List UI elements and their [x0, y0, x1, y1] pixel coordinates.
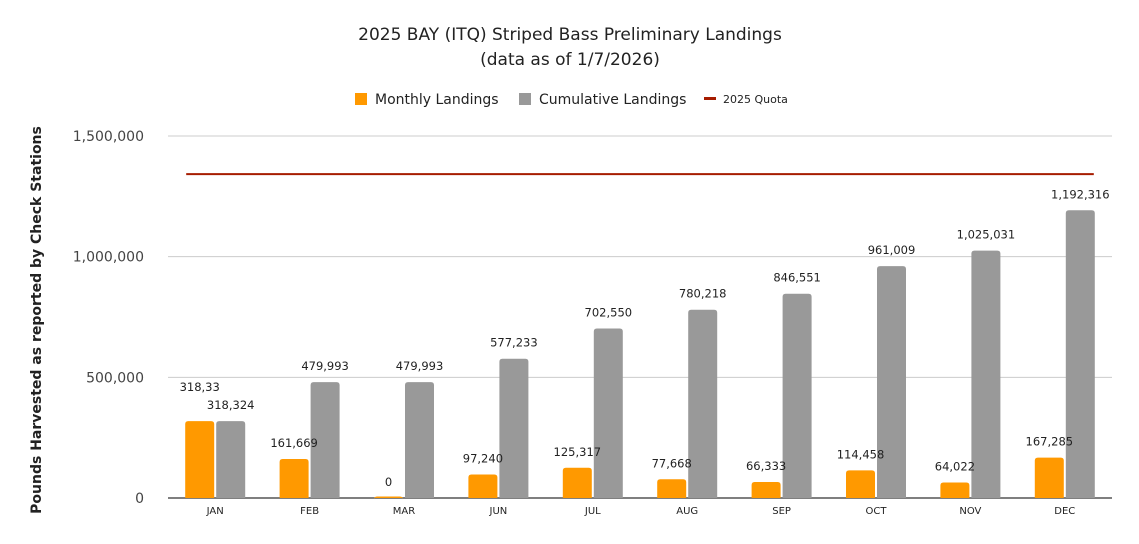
bar-monthly: [751, 481, 781, 498]
data-label-monthly: 318,33: [180, 380, 220, 394]
legend-swatch-cumulative: [519, 93, 531, 105]
data-label-monthly: 64,022: [935, 460, 975, 474]
y-tick-label: 1,000,000: [73, 250, 144, 266]
data-label-monthly: 125,317: [554, 445, 602, 459]
data-label-cumulative: 479,993: [396, 359, 444, 373]
bar-monthly: [1034, 457, 1064, 498]
bar-cumulative: [782, 293, 812, 498]
data-label-cumulative: 961,009: [868, 243, 916, 257]
data-label-monthly: 97,240: [463, 452, 503, 466]
bar-cumulative: [499, 358, 529, 498]
chart-subtitle: (data as of 1/7/2026): [480, 50, 660, 70]
data-label-cumulative: 1,025,031: [957, 228, 1016, 242]
legend-label-quota: 2025 Quota: [723, 93, 788, 106]
legend-swatch-monthly: [355, 93, 367, 105]
x-tick-label: FEB: [300, 506, 319, 517]
x-tick-label: MAR: [393, 506, 415, 517]
bar-cumulative: [405, 382, 434, 498]
bar-cumulative: [877, 266, 906, 498]
legend-label-cumulative: Cumulative Landings: [539, 92, 686, 108]
data-label-cumulative: 1,192,316: [1051, 187, 1110, 201]
x-tick-label: JAN: [206, 506, 224, 517]
x-tick-label: SEP: [772, 506, 791, 517]
x-tick-label: DEC: [1054, 506, 1075, 517]
x-tick-label: OCT: [866, 506, 888, 517]
bar-cumulative: [310, 382, 340, 498]
y-tick-label: 0: [135, 491, 144, 507]
data-label-cumulative: 780,218: [679, 287, 727, 301]
x-tick-label: JUN: [489, 506, 508, 517]
bar-monthly: [940, 482, 970, 498]
data-label-cumulative: 702,550: [585, 305, 633, 319]
y-tick-label: 1,500,000: [73, 129, 144, 145]
bar-monthly: [846, 470, 875, 498]
bar-monthly: [279, 458, 309, 498]
bar-monthly: [185, 421, 215, 498]
bar-monthly: [562, 467, 592, 498]
data-label-monthly: 114,458: [837, 447, 885, 461]
legend-label-monthly: Monthly Landings: [375, 92, 499, 108]
bar-cumulative: [593, 328, 623, 498]
chart-title: 2025 BAY (ITQ) Striped Bass Preliminary …: [358, 25, 782, 45]
data-label-cumulative: 479,993: [301, 359, 349, 373]
bar-monthly: [657, 479, 687, 498]
data-label-monthly: 167,285: [1026, 435, 1074, 449]
data-label-cumulative: 577,233: [490, 336, 538, 350]
legend-swatch-quota: [704, 97, 716, 100]
data-label-monthly: 66,333: [746, 459, 786, 473]
data-label-monthly: 0: [385, 475, 392, 489]
y-tick-label: 500,000: [86, 370, 144, 386]
bar-monthly: [468, 474, 498, 498]
data-label-monthly: 161,669: [270, 436, 318, 450]
data-label-cumulative: 846,551: [773, 271, 821, 285]
bar-cumulative: [1065, 210, 1095, 499]
data-label-monthly: 77,668: [652, 456, 692, 470]
bar-cumulative: [688, 309, 718, 498]
bar-cumulative: [216, 421, 246, 498]
y-axis-label: Pounds Harvested as reported by Check St…: [29, 126, 45, 514]
x-tick-label: AUG: [676, 506, 698, 517]
data-label-cumulative: 318,324: [207, 398, 255, 412]
x-tick-label: NOV: [959, 506, 981, 517]
bar-monthly: [374, 496, 403, 500]
x-tick-label: JUL: [584, 506, 601, 517]
bar-cumulative: [971, 250, 1001, 498]
